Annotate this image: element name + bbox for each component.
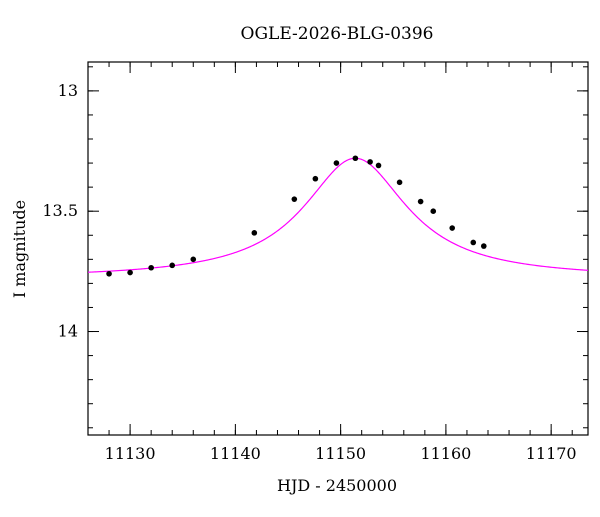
data-point: [190, 256, 197, 263]
plot-frame: [87, 61, 589, 436]
y-tick-label: 14: [58, 322, 78, 341]
data-point: [312, 175, 319, 182]
data-point: [251, 230, 258, 236]
data-point: [106, 270, 112, 277]
data-points: [106, 155, 487, 277]
data-point: [367, 159, 373, 165]
data-point: [396, 179, 403, 186]
x-tick-labels: 11130 11140 11150 11160 11170: [105, 444, 577, 463]
x-tick-label: 11130: [105, 444, 156, 463]
x-tick-label: 11140: [210, 444, 261, 463]
data-point: [291, 196, 298, 202]
data-point: [480, 243, 487, 249]
x-tick-label: 11170: [526, 444, 577, 463]
x-tick-label: 11160: [420, 444, 471, 463]
minor-ticks: [87, 62, 588, 435]
chart-title: OGLE-2026-BLG-0396: [241, 24, 434, 44]
data-point: [333, 160, 340, 166]
y-tick-label: 13.5: [42, 201, 78, 220]
x-tick-label: 11150: [315, 444, 366, 463]
data-point: [430, 208, 437, 214]
data-point: [148, 264, 154, 271]
y-axis-label: I magnitude: [10, 200, 29, 298]
model-curve: [87, 157, 589, 273]
data-point: [417, 198, 424, 205]
data-point: [352, 155, 359, 162]
x-axis-label: HJD - 2450000: [277, 476, 397, 495]
major-ticks: [88, 62, 588, 435]
data-point: [127, 269, 133, 276]
y-tick-label: 13: [58, 81, 78, 100]
data-point: [375, 162, 382, 169]
data-point: [169, 262, 176, 269]
data-point: [449, 225, 456, 231]
data-point: [470, 239, 477, 246]
y-tick-labels: 13 13.5 14: [42, 81, 78, 341]
